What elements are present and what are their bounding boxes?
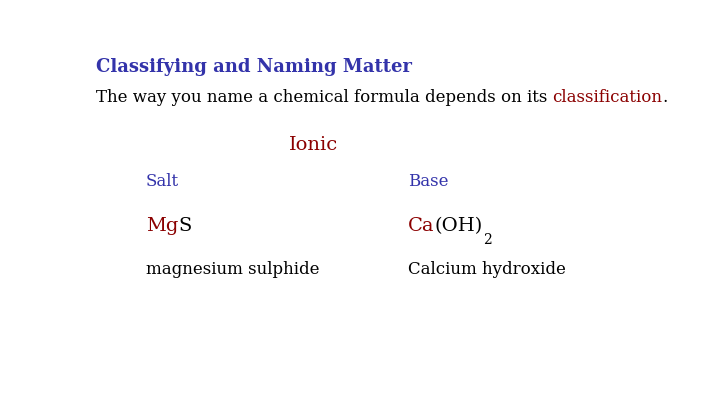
Text: 2: 2 bbox=[483, 232, 492, 247]
Text: Calcium hydroxide: Calcium hydroxide bbox=[408, 261, 566, 278]
Text: .: . bbox=[662, 89, 667, 106]
Text: Mg: Mg bbox=[145, 217, 178, 235]
Text: The way you name a chemical formula depends on its: The way you name a chemical formula depe… bbox=[96, 89, 552, 106]
Text: Ionic: Ionic bbox=[289, 136, 338, 154]
Text: magnesium sulphide: magnesium sulphide bbox=[145, 261, 319, 278]
Text: (OH): (OH) bbox=[435, 217, 483, 235]
Text: classification: classification bbox=[552, 89, 662, 106]
Text: S: S bbox=[178, 217, 192, 235]
Text: Salt: Salt bbox=[145, 173, 179, 190]
Text: Classifying and Naming Matter: Classifying and Naming Matter bbox=[96, 58, 412, 76]
Text: Base: Base bbox=[408, 173, 449, 190]
Text: Ca: Ca bbox=[408, 217, 435, 235]
